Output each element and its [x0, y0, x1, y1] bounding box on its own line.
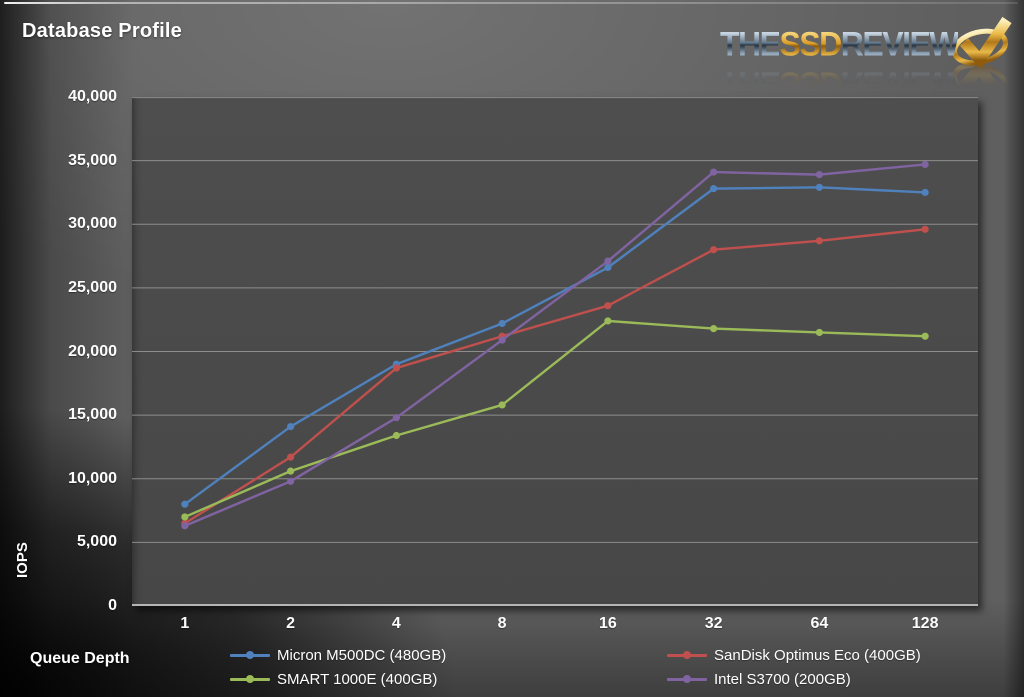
- data-point: [604, 317, 612, 325]
- data-point: [287, 422, 295, 431]
- legend-dot: [683, 675, 691, 683]
- data-point: [710, 324, 718, 333]
- legend-label: SanDisk Optimus Eco (400GB): [714, 646, 921, 664]
- chart-canvas: [132, 97, 978, 606]
- data-point: [287, 477, 295, 485]
- data-point: [604, 257, 612, 265]
- series-line-1: [184, 228, 926, 525]
- x-tick-label: 1: [180, 615, 190, 632]
- y-tick-label: 10,000: [68, 469, 117, 487]
- legend-marker-icon: [667, 675, 707, 684]
- series-line-0: [184, 186, 926, 506]
- y-tick-label: 20,000: [68, 342, 117, 360]
- data-point: [498, 401, 506, 409]
- site-logo: THE SSD REVIEW THE SSD REVIEW: [719, 16, 1012, 112]
- legend-label: Micron M500DC (480GB): [277, 646, 447, 664]
- x-tick-label: 2: [286, 615, 296, 632]
- data-point: [498, 319, 506, 328]
- data-point: [181, 522, 189, 530]
- y-tick-label: 25,000: [68, 278, 117, 296]
- legend-item: SMART 1000E (400GB): [230, 670, 437, 688]
- data-point: [498, 336, 506, 344]
- data-point: [921, 160, 929, 169]
- data-point: [604, 302, 612, 310]
- logo-main: THE SSD REVIEW: [719, 16, 1012, 68]
- data-point: [815, 237, 823, 245]
- data-point: [181, 513, 189, 521]
- legend-marker-icon: [230, 651, 270, 660]
- x-tick-label: 32: [704, 615, 723, 632]
- data-point: [710, 185, 718, 193]
- data-point: [181, 500, 189, 508]
- legend-item: Intel S3700 (200GB): [667, 670, 851, 688]
- series-line-3: [184, 163, 926, 527]
- data-point: [392, 364, 400, 372]
- y-tick-label: 5,000: [76, 533, 117, 551]
- logo-word-ssd: SSD: [779, 24, 842, 63]
- legend-item: SanDisk Optimus Eco (400GB): [667, 646, 921, 664]
- y-tick-label: 0: [108, 597, 117, 614]
- x-tick-label: 8: [497, 615, 507, 632]
- series-line-2: [184, 319, 926, 519]
- legend-marker-icon: [230, 675, 270, 684]
- legend-dot: [246, 651, 254, 659]
- legend-label: SMART 1000E (400GB): [277, 670, 438, 688]
- y-tick-label: 30,000: [68, 215, 117, 233]
- y-tick-label: 35,000: [68, 151, 117, 169]
- data-point: [815, 328, 823, 337]
- legend-marker-icon: [667, 651, 707, 660]
- x-axis-title: Queue Depth: [30, 650, 130, 667]
- data-point: [604, 263, 612, 272]
- legend-label: Intel S3700 (200GB): [714, 670, 851, 688]
- x-tick-label: 16: [598, 615, 617, 632]
- data-point: [710, 168, 718, 176]
- y-tick-label: 40,000: [68, 88, 117, 105]
- y-axis-title: IOPS: [14, 542, 31, 578]
- legend-dot: [246, 675, 254, 683]
- legend-dot: [683, 651, 691, 659]
- logo-reflection: THE SSD REVIEW: [720, 60, 1012, 112]
- x-tick-label: 128: [911, 615, 939, 632]
- data-point: [392, 414, 400, 422]
- data-point: [815, 171, 823, 179]
- x-tick-label: 64: [810, 615, 829, 632]
- data-point: [287, 467, 295, 475]
- x-tick-label: 4: [391, 615, 401, 632]
- logo-word-the: THE: [719, 24, 781, 63]
- checkmark-reflection-icon: [952, 60, 1012, 112]
- page-title: Database Profile: [22, 20, 182, 42]
- data-point: [921, 188, 929, 197]
- data-point: [921, 332, 929, 340]
- data-point: [392, 431, 400, 440]
- data-point: [921, 225, 929, 233]
- chart-plot-area: [132, 97, 978, 606]
- legend-item: Micron M500DC (480GB): [230, 646, 446, 664]
- data-point: [287, 453, 295, 461]
- data-point: [815, 183, 823, 191]
- logo-word-review: REVIEW: [840, 24, 960, 63]
- data-point: [710, 246, 718, 254]
- slide-top-highlight: [4, 2, 1018, 4]
- y-tick-label: 15,000: [68, 406, 117, 424]
